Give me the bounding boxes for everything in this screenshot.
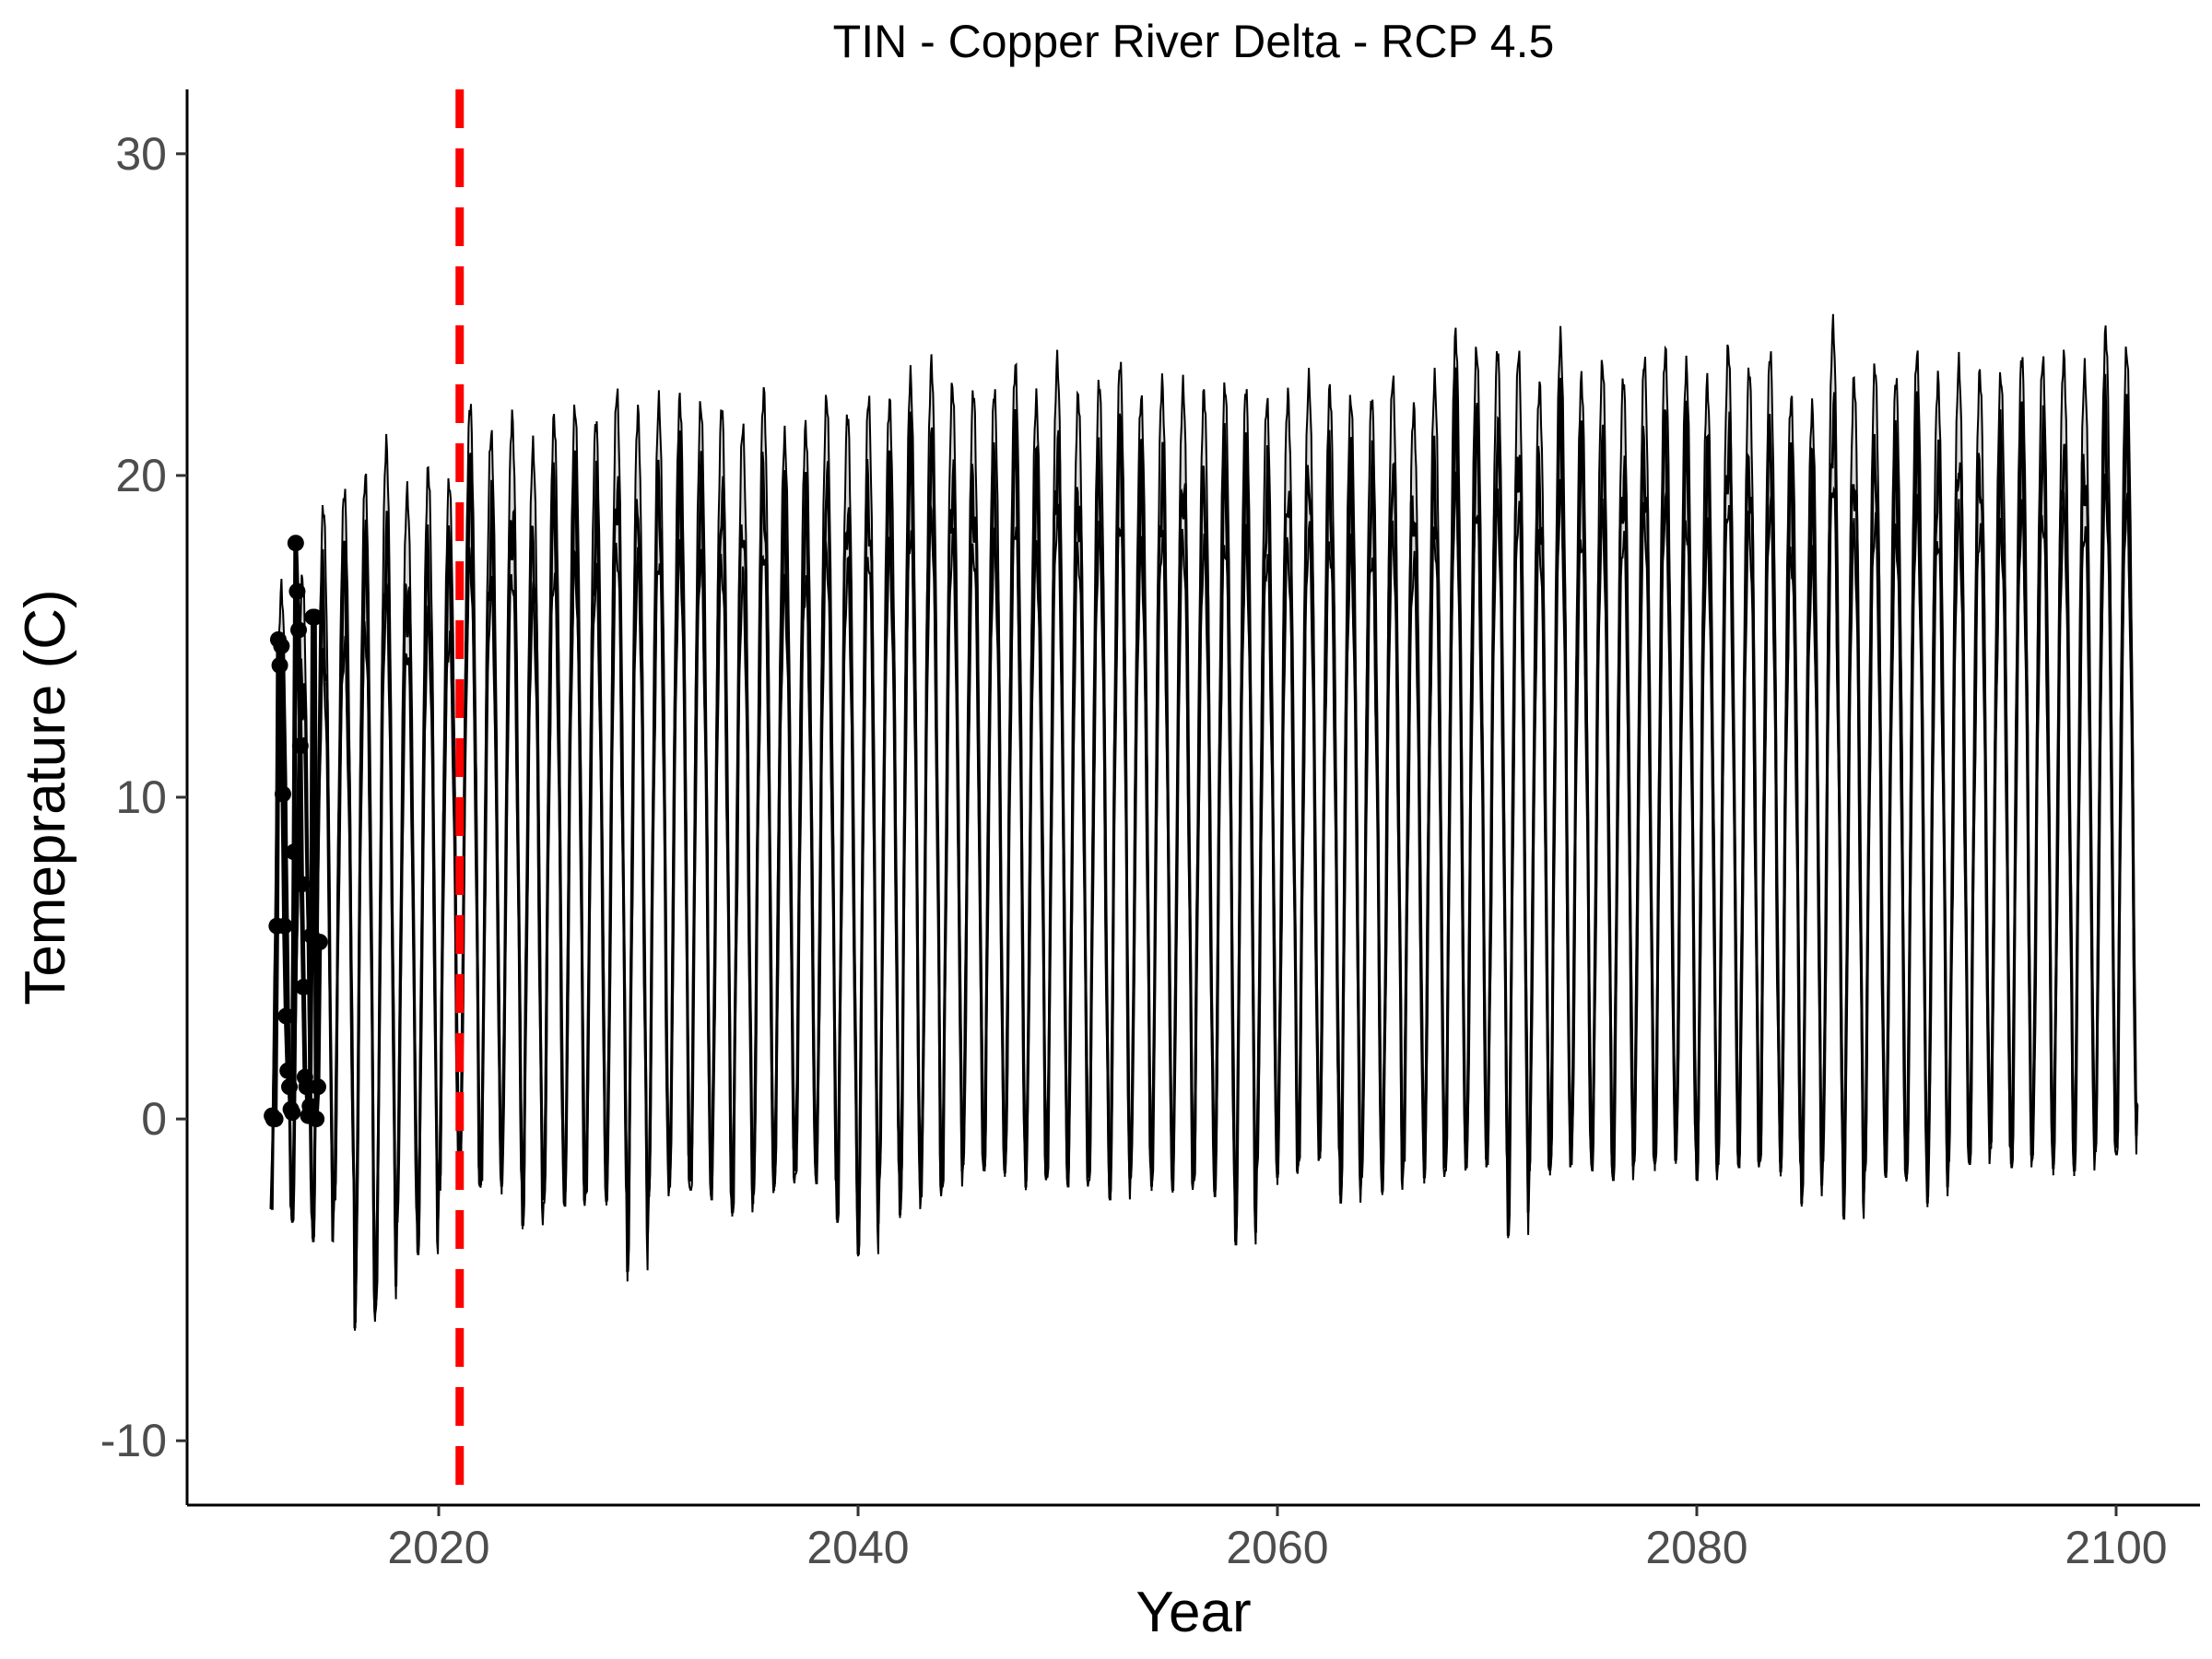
x-tick-label: 2060 — [1226, 1522, 1328, 1573]
observed-point — [276, 917, 293, 935]
x-axis-title: Year — [1135, 1581, 1251, 1644]
y-axis-ticks: -10 0 10 20 30 — [100, 128, 187, 1466]
observed-point — [287, 535, 304, 552]
observed-point — [291, 737, 309, 755]
chart-title: TIN - Copper River Delta - RCP 4.5 — [833, 16, 1555, 67]
x-axis-ticks: 2020 2040 2060 2080 2100 — [387, 1505, 2168, 1573]
observed-point — [306, 608, 324, 626]
observed-point — [295, 978, 312, 995]
observed-point — [277, 1007, 295, 1025]
observed-point — [290, 621, 308, 639]
observed-points — [264, 535, 328, 1128]
plot-series — [264, 313, 2139, 1331]
observed-point — [293, 876, 311, 893]
y-tick-label: 10 — [115, 771, 167, 823]
x-tick-label: 2040 — [806, 1522, 909, 1573]
observed-point — [308, 1111, 325, 1128]
x-axis: 2020 2040 2060 2080 2100 — [187, 1503, 2200, 1573]
x-tick-label: 2080 — [1645, 1522, 1747, 1573]
observed-point — [288, 582, 306, 600]
observed-point — [266, 1111, 284, 1128]
observed-point — [273, 637, 290, 654]
y-tick-label: 20 — [115, 450, 167, 501]
middle-series-line — [269, 367, 2139, 1329]
y-axis-title: Temeprature (C) — [14, 589, 77, 1005]
observed-point — [286, 843, 303, 861]
observed-point — [311, 934, 328, 951]
x-tick-label: 2100 — [2065, 1522, 2167, 1573]
observed-point — [281, 1078, 299, 1096]
observed-point — [279, 1062, 297, 1079]
y-tick-label: -10 — [100, 1415, 167, 1466]
observed-point — [309, 1078, 326, 1096]
y-axis: -10 0 10 20 30 — [100, 89, 189, 1505]
observed-point — [284, 1104, 301, 1122]
observed-point — [301, 1098, 319, 1115]
observed-point — [271, 656, 288, 674]
x-tick-label: 2020 — [387, 1522, 489, 1573]
observed-point — [274, 785, 291, 803]
y-tick-label: 30 — [115, 128, 167, 180]
y-tick-label: 0 — [141, 1093, 167, 1145]
